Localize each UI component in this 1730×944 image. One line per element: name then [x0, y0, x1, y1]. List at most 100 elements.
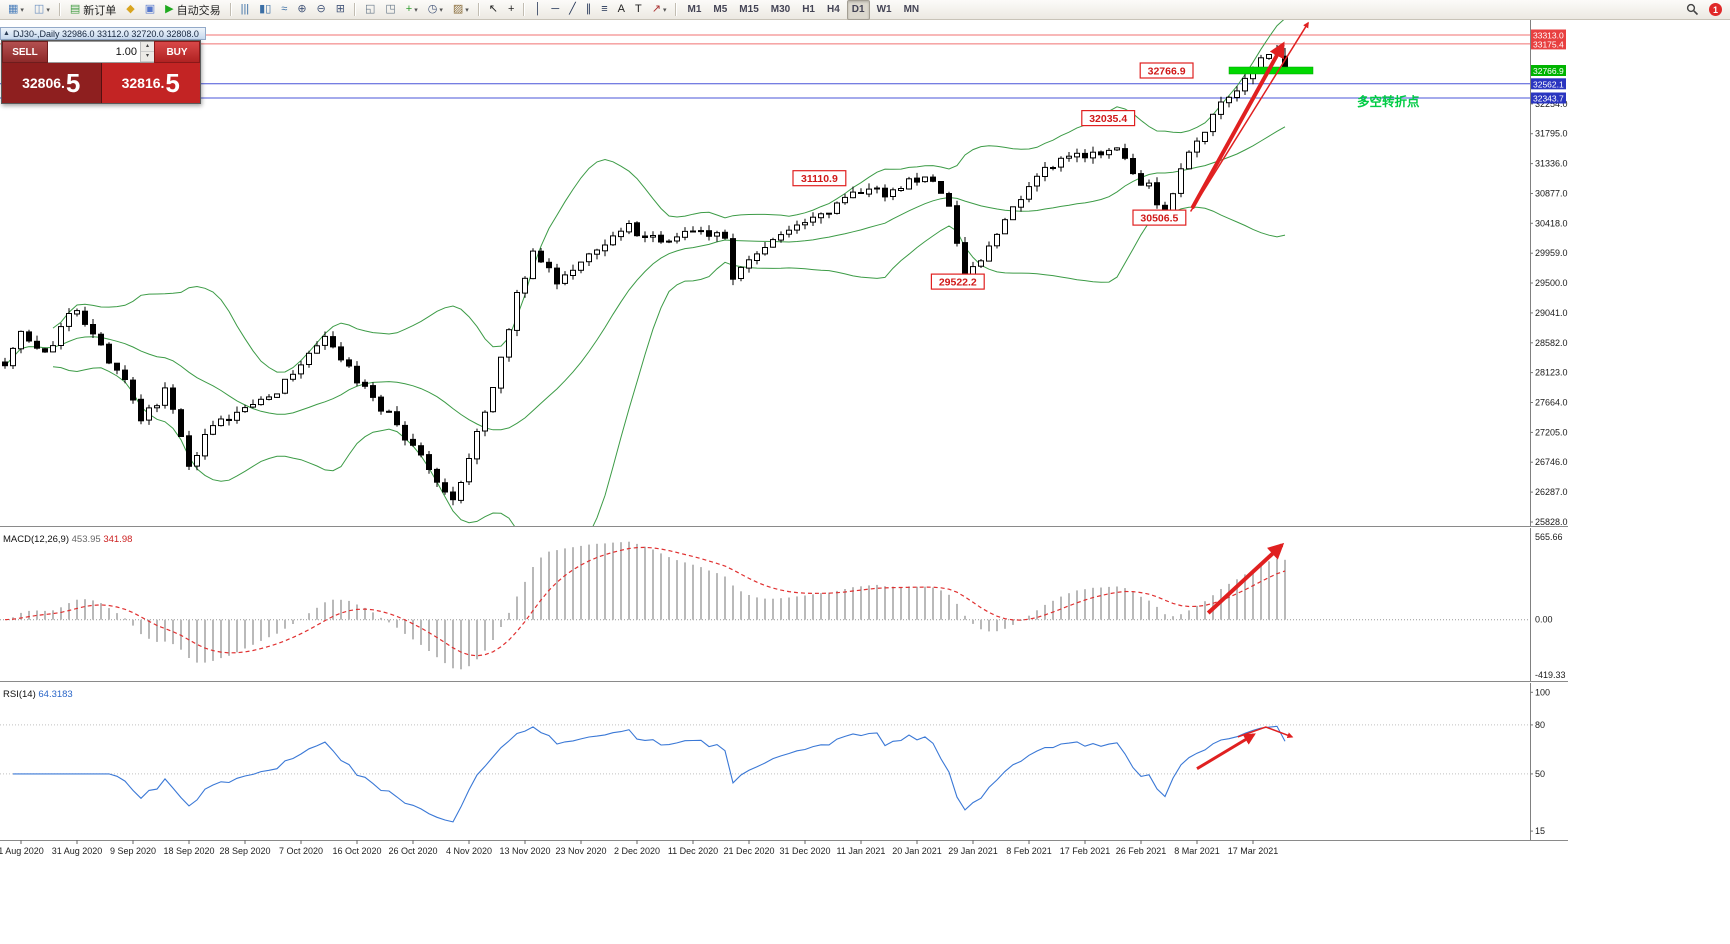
- axis-tick-label: 29041.0: [1535, 308, 1568, 318]
- timeframe-mn[interactable]: MN: [903, 4, 920, 15]
- tile-windows-button[interactable]: ⊞: [332, 1, 349, 19]
- price-tag[interactable]: [930, 273, 985, 290]
- price-tag-value: 30506.5: [1140, 212, 1178, 224]
- volume-field[interactable]: 1.00 ▴ ▾: [48, 41, 154, 63]
- label-tool-button[interactable]: T: [631, 1, 646, 19]
- arrows-tool-button[interactable]: ↗ ▾: [648, 1, 671, 19]
- rsi-axis-label: 15: [1535, 826, 1545, 836]
- price-tag[interactable]: [1139, 62, 1194, 79]
- arrows-tool-icon: ↗: [651, 3, 661, 15]
- timeframe-h4[interactable]: H4: [827, 4, 840, 15]
- annotation-note: 多空转折点: [1357, 94, 1420, 109]
- trendline-tool-icon: ╱: [569, 3, 576, 15]
- horizontal-line-tool-button[interactable]: ─: [547, 1, 563, 19]
- sell-price-big-digit: 5: [65, 68, 81, 98]
- price-tag[interactable]: [792, 170, 847, 187]
- candlestick-mode-button[interactable]: ▮▯: [255, 1, 275, 19]
- auto-arrange-button[interactable]: ◱: [361, 1, 379, 19]
- buy-price-big-digit: 5: [165, 68, 180, 98]
- volume-value: 1.00: [115, 46, 137, 58]
- date-label: 16 Oct 2020: [332, 846, 381, 856]
- dropdown-caret-icon: ▾: [465, 6, 469, 14]
- axis-price-label-value: 32343.7: [1533, 94, 1564, 104]
- axis-price-label: [1531, 29, 1566, 41]
- trendline-tool-button[interactable]: ╱: [565, 1, 580, 19]
- axis-tick-label: 28123.0: [1535, 368, 1568, 378]
- new-order-button-label: 新订单: [83, 4, 117, 17]
- rsi-line: [13, 725, 1286, 823]
- timeframe-w1[interactable]: W1: [876, 4, 892, 15]
- channel-tool-button[interactable]: ∥: [582, 1, 596, 19]
- auto-trading-button[interactable]: ▶ 自动交易: [161, 1, 224, 19]
- price-tag-value: 31110.9: [801, 173, 838, 185]
- metaeditor-button[interactable]: ◆: [122, 1, 138, 19]
- one-click-top-row: SELL 1.00 ▴ ▾ BUY: [2, 41, 200, 63]
- timeframe-m1[interactable]: M1: [687, 4, 702, 15]
- new-chart-button[interactable]: ▦ ▾: [4, 1, 28, 19]
- date-axis[interactable]: 1 Aug 2020 31 Aug 2020 9 Sep 2020 18 Sep 20…: [0, 840, 1278, 856]
- new-order-button[interactable]: ▤ 新订单: [66, 1, 120, 19]
- timeframe-h1[interactable]: H1: [802, 4, 815, 15]
- buy-price[interactable]: 32816. 5: [101, 63, 200, 103]
- line-chart-mode-button[interactable]: ≈: [277, 1, 291, 19]
- fibonacci-tool-button[interactable]: ≡: [597, 1, 611, 19]
- trend-arrow: [1189, 21, 1309, 212]
- sell-price[interactable]: 32806. 5: [2, 63, 102, 103]
- date-label: 8 Mar 2021: [1174, 846, 1220, 856]
- timeframe-m30[interactable]: M30: [770, 4, 791, 15]
- macd-axis-zero: 0.00: [1535, 615, 1553, 625]
- label-tool-icon: T: [635, 3, 642, 15]
- price-tag[interactable]: [1132, 209, 1187, 226]
- price-tag-value: 29522.2: [939, 276, 977, 288]
- main-chart-layer: 多空转折点 32766.9 32035.4 31110.9 30506.5 29522.2: [0, 20, 1530, 526]
- periods-button[interactable]: ◷ ▾: [424, 1, 447, 19]
- vertical-line-tool-button[interactable]: │: [530, 1, 545, 19]
- crosshair-tool-button[interactable]: +: [504, 1, 518, 19]
- line-chart-mode-icon: ≈: [281, 3, 288, 15]
- price-tag[interactable]: [1081, 109, 1136, 127]
- timeframe-m5[interactable]: M5: [713, 4, 728, 15]
- toolbar-separator: [477, 3, 480, 16]
- sell-button[interactable]: SELL: [2, 41, 48, 63]
- rsi-trend-arrow: [1196, 733, 1256, 770]
- cascade-windows-icon: ◳: [385, 3, 396, 15]
- toolbar-separator: [229, 3, 232, 16]
- strategy-tester-button[interactable]: ▣: [141, 1, 159, 19]
- chart-workspace: 多空转折点 32766.9 32035.4 31110.9 30506.5 29522.2…: [0, 20, 1730, 944]
- price-chart[interactable]: 多空转折点 32766.9 32035.4 31110.9 30506.5 29522.2…: [0, 20, 1568, 890]
- date-label: 21 Dec 2020: [723, 846, 774, 856]
- cursor-tool-button[interactable]: ↖: [485, 1, 502, 19]
- toolbar-separator: [523, 3, 526, 16]
- indicators-button[interactable]: + ▾: [402, 1, 422, 19]
- axis-price-label: [1531, 38, 1566, 50]
- rsi-axis-label: 100: [1535, 687, 1550, 697]
- zoom-out-button[interactable]: ⊖: [313, 1, 330, 19]
- spinner-up-icon[interactable]: ▴: [141, 42, 154, 52]
- date-label: 8 Feb 2021: [1006, 846, 1052, 856]
- date-label: 18 Sep 2020: [163, 846, 214, 856]
- axis-price-label: [1531, 78, 1566, 90]
- axis-price-label: [1531, 92, 1566, 104]
- price-axis[interactable]: 32254.0 31795.0 31336.0 30877.0 30418.0 29959…: [1530, 20, 1568, 840]
- timeframe-d1[interactable]: D1: [846, 0, 870, 20]
- spinner-down-icon[interactable]: ▾: [141, 52, 154, 62]
- dropdown-caret-icon: ▾: [439, 6, 443, 14]
- chart-profiles-button[interactable]: ◫ ▾: [30, 1, 54, 19]
- templates-button[interactable]: ▨ ▾: [449, 1, 473, 19]
- auto-trading-icon: ▶: [165, 3, 174, 15]
- search-button[interactable]: [1682, 1, 1703, 19]
- notification-badge[interactable]: 1: [1709, 3, 1722, 16]
- bar-chart-mode-button[interactable]: |||: [237, 1, 254, 19]
- collapse-arrow-icon[interactable]: ▲: [3, 30, 10, 37]
- axis-price-label-value: 32766.9: [1533, 66, 1564, 76]
- macd-label: MACD(12,26,9) 453.95 341.98: [3, 534, 132, 545]
- dropdown-caret-icon: ▾: [46, 6, 50, 14]
- date-label: 17 Feb 2021: [1060, 846, 1111, 856]
- timeframe-m15[interactable]: M15: [739, 4, 759, 15]
- crosshair-tool-icon: +: [508, 3, 515, 15]
- cascade-windows-button[interactable]: ◳: [381, 1, 399, 19]
- buy-button[interactable]: BUY: [154, 41, 200, 63]
- text-tool-button[interactable]: A: [614, 1, 629, 19]
- zoom-in-button[interactable]: ⊕: [293, 1, 310, 19]
- date-label: 17 Mar 2021: [1228, 846, 1279, 856]
